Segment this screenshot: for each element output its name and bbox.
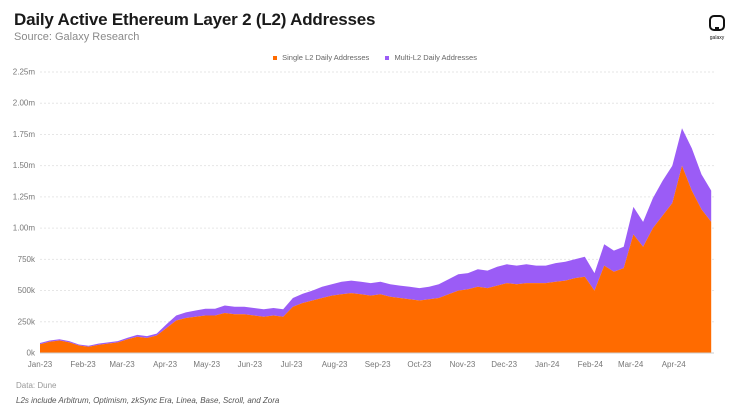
- x-tick-label: Oct-23: [407, 360, 432, 369]
- chart-title: Daily Active Ethereum Layer 2 (L2) Addre…: [14, 10, 376, 29]
- x-tick-label: Feb-23: [70, 360, 96, 369]
- x-tick-label: Dec-23: [491, 360, 517, 369]
- y-tick-label: 0k: [27, 349, 36, 358]
- x-tick-label: Feb-24: [578, 360, 604, 369]
- x-tick-label: Apr-23: [153, 360, 178, 369]
- x-tick-label: Sep-23: [365, 360, 391, 369]
- legend-item-single: Single L2 Daily Addresses: [273, 53, 369, 62]
- y-tick-label: 250k: [18, 317, 36, 326]
- chart-legend: Single L2 Daily Addresses Multi-L2 Daily…: [0, 53, 750, 62]
- galaxy-logo: galaxy: [706, 14, 728, 41]
- footer-data-note: Data: Dune: [16, 381, 57, 390]
- y-tick-label: 1.00m: [13, 224, 36, 233]
- x-tick-label: Mar-23: [109, 360, 135, 369]
- series-area-single-l2: [40, 165, 712, 353]
- y-tick-label: 500k: [18, 286, 36, 295]
- x-tick-label: Jan-23: [28, 360, 53, 369]
- legend-label-single: Single L2 Daily Addresses: [282, 53, 370, 62]
- y-tick-label: 2.00m: [13, 99, 36, 108]
- x-tick-label: May-23: [193, 360, 220, 369]
- footer-l2-note: L2s include Arbitrum, Optimism, zkSync E…: [16, 396, 280, 405]
- y-tick-label: 1.75m: [13, 130, 36, 139]
- logo-wordmark: galaxy: [710, 35, 725, 40]
- legend-label-multi: Multi-L2 Daily Addresses: [394, 53, 477, 62]
- x-tick-label: Apr-24: [662, 360, 687, 369]
- x-tick-label: Nov-23: [450, 360, 476, 369]
- x-tick-label: Aug-23: [322, 360, 348, 369]
- legend-item-multi: Multi-L2 Daily Addresses: [385, 53, 477, 62]
- legend-swatch-multi: [385, 56, 390, 61]
- chart-subtitle: Source: Galaxy Research: [14, 31, 140, 43]
- x-tick-label: Jun-23: [238, 360, 263, 369]
- x-tick-label: Jul-23: [281, 360, 303, 369]
- x-tick-label: Jan-24: [535, 360, 560, 369]
- legend-swatch-single: [273, 56, 278, 61]
- y-tick-label: 750k: [18, 255, 36, 264]
- y-tick-label: 1.50m: [13, 161, 36, 170]
- x-tick-label: Mar-24: [618, 360, 644, 369]
- y-tick-label: 2.25m: [13, 68, 36, 77]
- y-tick-label: 1.25m: [13, 192, 36, 201]
- galaxy-logo-icon: galaxy: [709, 15, 725, 41]
